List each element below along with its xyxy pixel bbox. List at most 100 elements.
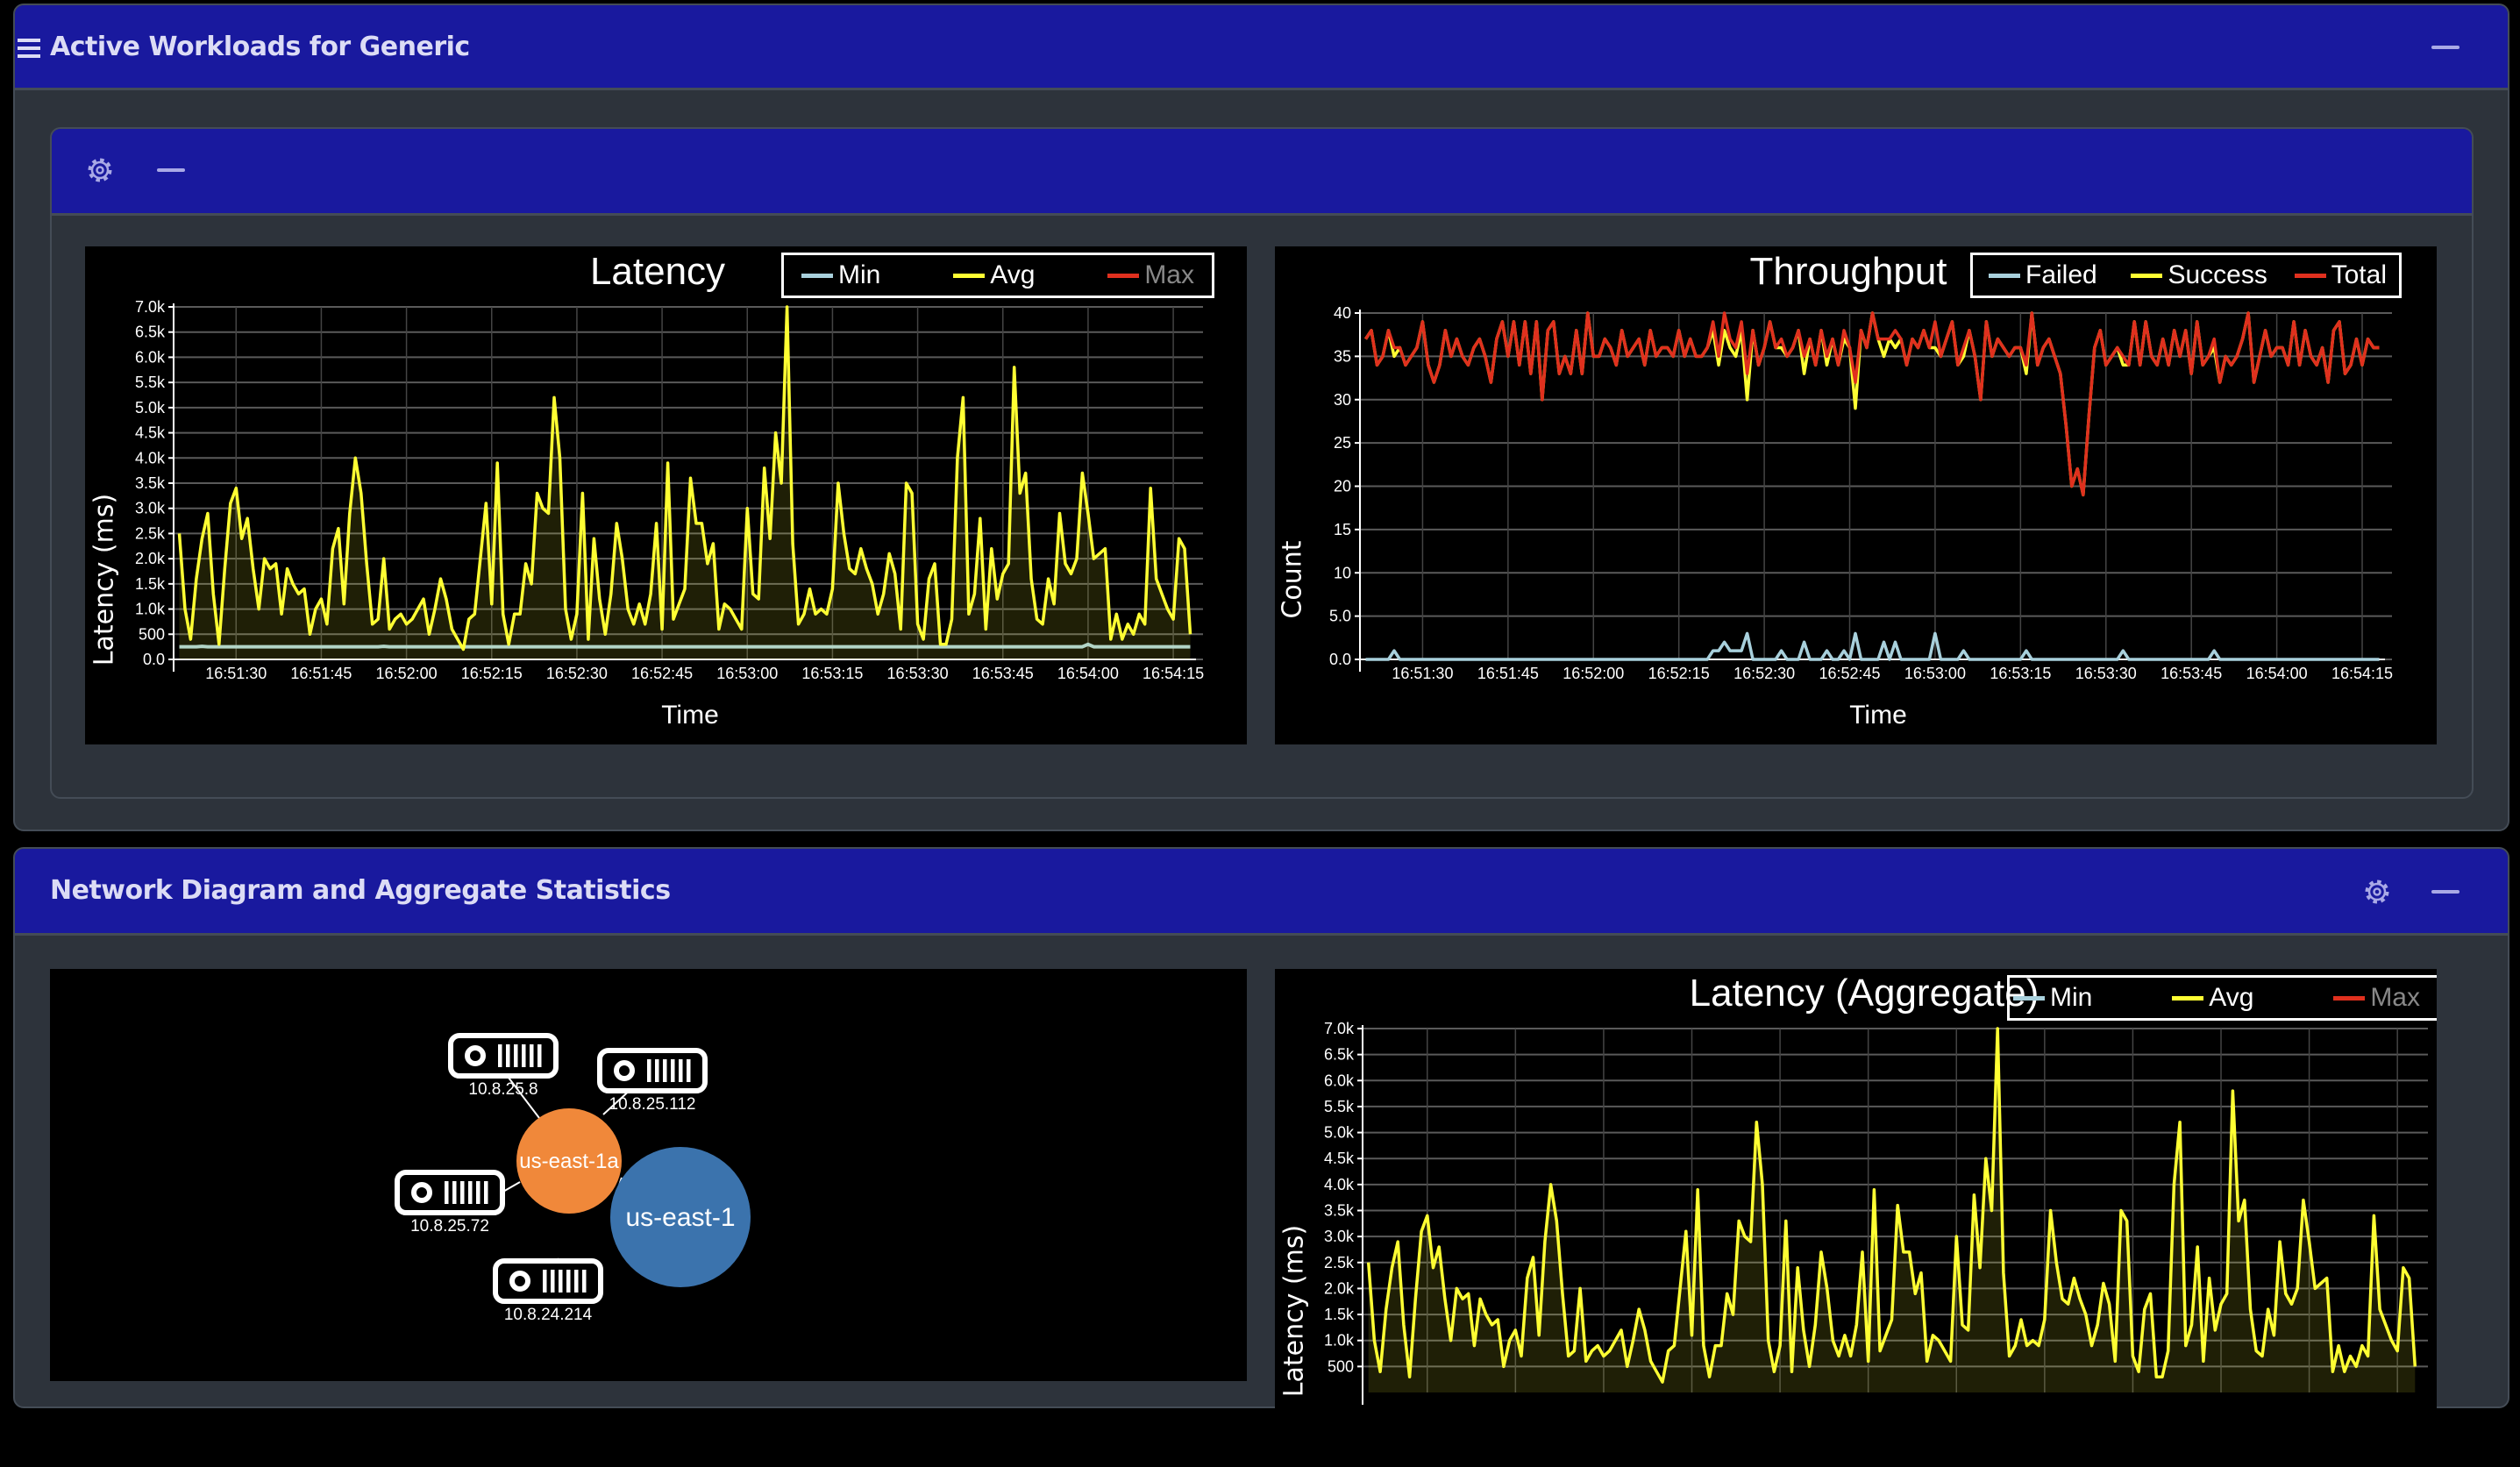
x-tick-label: 16:52:30 [1733, 665, 1795, 682]
x-tick-label: 16:53:45 [2161, 665, 2222, 682]
region-label: us-east-1 [625, 1203, 735, 1232]
host-node[interactable]: 10.8.25.112 [597, 1048, 708, 1114]
y-tick-label: 5.0k [135, 399, 166, 417]
collapse-minus-icon[interactable] [2431, 890, 2459, 894]
y-tick-label: 7.0k [135, 298, 166, 316]
y-tick-label: 3.5k [1324, 1202, 1355, 1220]
chart-legend: Min Avg Max [2007, 975, 2437, 1021]
y-tick-label: 2.5k [135, 524, 166, 542]
x-tick-label: 16:51:30 [1392, 665, 1453, 682]
network-panel-header: Network Diagram and Aggregate Statistics [15, 849, 2508, 936]
server-icon [448, 1033, 559, 1079]
y-tick-label: 10 [1334, 564, 1351, 581]
y-tick-label: 4.5k [1324, 1150, 1355, 1167]
y-tick-label: 4.0k [135, 449, 166, 466]
server-icon [597, 1048, 708, 1093]
throughput-chart: 0.0 5.0 10 15 20 25 30 35 40 16:51:30 16:51:45 16:5… [1275, 246, 2437, 744]
y-tick-label: 500 [1328, 1357, 1354, 1375]
y-axis-label: Count [1277, 540, 1308, 619]
legend-item-avg[interactable]: Avg [2172, 983, 2253, 1013]
legend-item-max[interactable]: Max [2333, 983, 2420, 1013]
y-tick-label: 500 [139, 625, 165, 643]
gear-icon[interactable] [85, 155, 115, 185]
y-tick-label: 30 [1334, 391, 1351, 409]
series-line-total[interactable] [1364, 311, 2380, 497]
series-line-min[interactable] [179, 642, 1191, 649]
legend-item-max[interactable]: Max [1107, 260, 1194, 290]
y-tick-label: 3.5k [135, 474, 166, 492]
y-tick-label: 20 [1334, 478, 1351, 495]
x-tick-label: 16:54:15 [1143, 665, 1204, 682]
network-panel-title: Network Diagram and Aggregate Statistics [50, 875, 671, 906]
x-tick-label: 16:52:45 [631, 665, 693, 682]
x-tick-label: 16:54:15 [2331, 665, 2393, 682]
host-node[interactable]: 10.8.24.214 [493, 1258, 603, 1324]
x-axis-label: Time [661, 701, 719, 730]
host-node[interactable]: 10.8.25.8 [448, 1033, 559, 1099]
series-line-avg[interactable] [177, 305, 1192, 652]
y-tick-label: 1.5k [135, 575, 166, 593]
host-label: 10.8.25.72 [410, 1217, 489, 1236]
y-tick-label: 35 [1334, 347, 1351, 365]
region-node[interactable]: us-east-1 [610, 1147, 751, 1287]
aggregate-latency-chart: 500 1.0k 1.5k 2.0k 2.5k 3.0k 3.5k 4.0k 4.5k 5.0k 5… [1275, 969, 2437, 1467]
x-tick-label: 16:53:15 [801, 665, 863, 682]
hamburger-icon[interactable] [18, 38, 40, 59]
legend-label: Failed [2025, 260, 2097, 289]
y-tick-label: 1.0k [135, 601, 166, 618]
y-tick-label: 15 [1334, 521, 1351, 538]
x-tick-label: 16:54:00 [1057, 665, 1119, 682]
y-tick-label: 7.0k [1324, 1020, 1355, 1037]
y-tick-label: 3.0k [1324, 1228, 1355, 1245]
gear-icon[interactable] [2362, 877, 2392, 907]
y-tick-label: 40 [1334, 304, 1351, 322]
x-tick-label: 16:52:00 [376, 665, 438, 682]
y-tick-label: 3.0k [135, 500, 166, 517]
latency-chart: 0.0 500 1.0k 1.5k 2.0k 2.5k 3.0k 3.5k 4.0k 4.5k 5.… [85, 246, 1247, 744]
workloads-panel-title: Active Workloads for Generic [50, 32, 470, 62]
network-diagram[interactable]: us-east-1 us-east-1a 10.8.25.8 10.8.25.11… [50, 969, 1247, 1381]
zone-node[interactable]: us-east-1a [516, 1108, 622, 1214]
chart-legend: Min Avg Max [781, 253, 1214, 298]
legend-item-success[interactable]: Success [2131, 260, 2267, 290]
chart-title: Throughput [1749, 250, 1947, 293]
x-tick-label: 16:53:45 [972, 665, 1034, 682]
y-tick-label: 2.5k [1324, 1254, 1355, 1271]
grid [1360, 312, 2392, 660]
legend-item-avg[interactable]: Avg [953, 260, 1035, 290]
legend-item-min[interactable]: Min [2013, 983, 2092, 1013]
host-label: 10.8.25.112 [609, 1095, 696, 1114]
legend-item-total[interactable]: Total [2294, 260, 2387, 290]
y-tick-label: 5.5k [1324, 1098, 1355, 1115]
collapse-minus-icon[interactable] [157, 168, 185, 172]
x-tick-label: 16:53:00 [716, 665, 778, 682]
y-tick-label: 5.0k [1324, 1124, 1355, 1142]
series-line-failed[interactable] [1365, 631, 2380, 661]
network-diagram-canvas: us-east-1 us-east-1a 10.8.25.8 10.8.25.11… [395, 1033, 751, 1324]
y-tick-label: 1.5k [1324, 1306, 1355, 1323]
x-tick-label: 16:52:45 [1819, 665, 1880, 682]
server-icon [395, 1170, 505, 1215]
y-tick-label: 2.0k [135, 550, 166, 567]
y-tick-label: 6.0k [1324, 1072, 1355, 1089]
legend-label: Min [2050, 983, 2093, 1012]
legend-item-min[interactable]: Min [801, 260, 880, 290]
y-axis-label: Latency (ms) [89, 493, 120, 666]
host-node[interactable]: 10.8.25.72 [395, 1170, 505, 1236]
chart-legend: Failed Success Total [1970, 253, 2402, 298]
x-tick-label: 16:53:30 [2075, 665, 2137, 682]
x-tick-label: 16:52:00 [1563, 665, 1624, 682]
y-tick-label: 4.5k [135, 424, 166, 442]
zone-circle[interactable] [516, 1108, 622, 1214]
x-axis-label: Time [1849, 701, 1907, 730]
y-tick-label: 6.5k [1324, 1046, 1355, 1064]
region-circle[interactable] [610, 1147, 751, 1287]
chart-title: Latency (Aggregate) [1689, 972, 2039, 1015]
legend-item-failed[interactable]: Failed [1989, 260, 2097, 290]
series-line-avg[interactable] [1366, 1027, 2417, 1384]
legend-label: Avg [2209, 983, 2254, 1012]
collapse-minus-icon[interactable] [2431, 46, 2459, 49]
legend-label: Min [838, 260, 881, 289]
x-tick-label: 16:53:00 [1904, 665, 1966, 682]
y-tick-label: 6.0k [135, 348, 166, 366]
